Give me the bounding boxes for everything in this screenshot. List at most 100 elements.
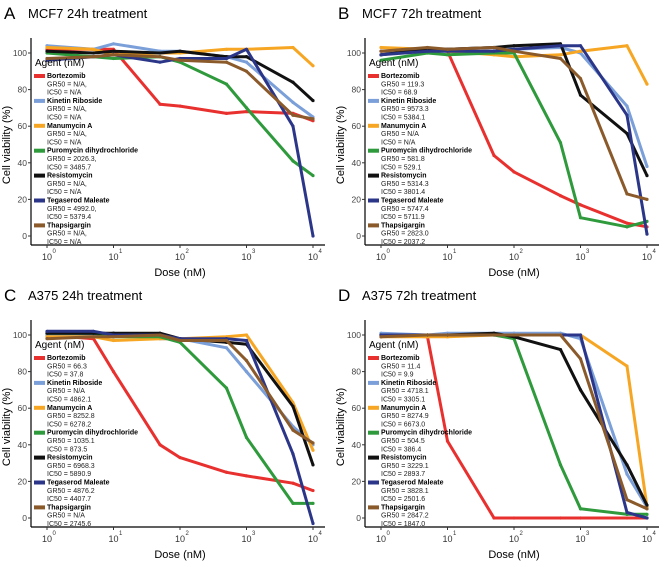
data-point-kinetin-riboside bbox=[625, 472, 629, 476]
x-tick-label: 10 bbox=[241, 534, 251, 544]
data-point-thapsigargin bbox=[291, 428, 295, 432]
legend-entry-gr50: GR50 = N/A bbox=[47, 388, 85, 395]
x-tick-label: 10 bbox=[642, 534, 652, 544]
legend-swatch bbox=[34, 405, 45, 410]
panel-c: C A375 24h treatment 0 20 40 60 80 100 10 0 10 1 10 2… bbox=[0, 282, 335, 562]
legend-swatch bbox=[368, 173, 379, 178]
x-tick-label: 10 bbox=[376, 252, 386, 262]
data-point-bortezomib bbox=[158, 443, 162, 447]
data-point-puromycin-dihydrochloride bbox=[111, 56, 116, 61]
x-tick-exponent: 1 bbox=[119, 249, 123, 255]
legend-swatch bbox=[368, 455, 379, 460]
data-point-bortezomib bbox=[512, 170, 516, 174]
data-point-resistomycin bbox=[578, 93, 583, 97]
data-point-thapsigargin bbox=[158, 55, 162, 59]
legend-entry-ic50: IC50 = 5890.9 bbox=[47, 471, 91, 478]
data-point-thapsigargin bbox=[291, 113, 295, 117]
data-point-resistomycin bbox=[291, 80, 295, 84]
legend-entry-name: Puromycin dihydrochloride bbox=[381, 148, 472, 155]
data-point-bortezomib bbox=[244, 474, 249, 478]
data-point-thapsigargin bbox=[558, 56, 563, 61]
legend-entry-name: Resistomycin bbox=[47, 173, 93, 180]
data-point-resistomycin bbox=[111, 49, 116, 53]
panel-label: A bbox=[4, 4, 16, 23]
x-tick-exponent: 3 bbox=[252, 531, 256, 537]
data-point-thapsigargin bbox=[625, 498, 629, 502]
y-axis-title: Cell viability (%) bbox=[335, 106, 347, 184]
legend-entry-gr50: GR50 = N/A, bbox=[47, 106, 87, 113]
legend-swatch bbox=[34, 173, 45, 178]
data-point-manumycin-a bbox=[91, 47, 96, 51]
y-tick-label: 80 bbox=[352, 367, 362, 377]
y-tick-label: 80 bbox=[352, 85, 362, 95]
data-point-puromycin-dihydrochloride bbox=[244, 106, 249, 110]
legend-entry-gr50: GR50 = 581.8 bbox=[381, 156, 425, 163]
data-point-thapsigargin bbox=[425, 45, 430, 50]
data-point-manumycin-a bbox=[625, 364, 629, 368]
data-point-tegaserod-maleate bbox=[492, 49, 496, 53]
legend-entry-name: Puromycin dihydrochloride bbox=[47, 430, 138, 437]
data-point-bortezomib bbox=[492, 153, 496, 158]
data-point-thapsigargin bbox=[492, 45, 496, 50]
y-tick-label: 80 bbox=[18, 367, 28, 377]
data-point-bortezomib bbox=[558, 194, 563, 198]
legend-entry-gr50: GR50 = 1035.1 bbox=[47, 438, 95, 445]
legend-entry-name: Kinetin Riboside bbox=[381, 380, 436, 387]
data-point-bortezomib bbox=[224, 470, 229, 474]
data-point-thapsigargin bbox=[379, 335, 383, 339]
legend-swatch bbox=[368, 148, 379, 153]
legend-entry-ic50: IC50 = 5384.1 bbox=[381, 115, 425, 122]
data-point-resistomycin bbox=[244, 55, 249, 59]
x-tick-exponent: 2 bbox=[186, 249, 190, 255]
y-tick-label: 100 bbox=[347, 330, 361, 340]
legend-entry-ic50: IC50 = 529.1 bbox=[381, 164, 421, 171]
data-point-tegaserod-maleate bbox=[291, 452, 295, 456]
data-point-resistomycin bbox=[311, 98, 315, 103]
data-point-thapsigargin bbox=[445, 333, 450, 337]
data-point-thapsigargin bbox=[492, 333, 496, 337]
data-point-thapsigargin bbox=[244, 69, 249, 73]
data-point-manumycin-a bbox=[645, 82, 649, 86]
data-point-tegaserod-maleate bbox=[45, 329, 49, 333]
x-tick-label: 10 bbox=[241, 252, 251, 262]
y-tick-label: 40 bbox=[18, 440, 28, 450]
y-axis-title: Cell viability (%) bbox=[1, 388, 13, 466]
data-point-puromycin-dihydrochloride bbox=[578, 216, 583, 220]
data-point-kinetin-riboside bbox=[244, 370, 249, 374]
data-point-bortezomib bbox=[178, 456, 182, 460]
panel-label: C bbox=[4, 286, 16, 305]
data-point-resistomycin bbox=[645, 503, 649, 507]
data-point-resistomycin bbox=[512, 44, 516, 48]
legend-swatch bbox=[368, 74, 379, 78]
x-axis-title: Dose (nM) bbox=[154, 549, 205, 561]
panel-a: A MCF7 24h treatment 0 20 40 60 80 100 10 0 10 1 10 2… bbox=[0, 0, 335, 280]
data-point-thapsigargin bbox=[512, 49, 516, 53]
y-tick-label: 20 bbox=[18, 194, 28, 204]
x-tick-label: 10 bbox=[575, 252, 585, 262]
data-point-thapsigargin bbox=[645, 507, 649, 511]
data-point-thapsigargin bbox=[311, 117, 315, 121]
data-point-thapsigargin bbox=[512, 333, 516, 337]
x-tick-label: 10 bbox=[308, 534, 318, 544]
x-tick-exponent: 0 bbox=[387, 249, 391, 255]
y-tick-label: 100 bbox=[13, 330, 27, 340]
panel-d: D A375 72h treatment 0 20 40 60 80 100 10 0 10 1 10 2… bbox=[334, 282, 669, 562]
legend-swatch bbox=[368, 198, 379, 203]
data-point-thapsigargin bbox=[45, 337, 49, 341]
y-tick-label: 20 bbox=[18, 476, 28, 486]
x-tick-exponent: 4 bbox=[319, 249, 323, 255]
data-point-puromycin-dihydrochloride bbox=[625, 225, 629, 229]
data-point-puromycin-dihydrochloride bbox=[578, 507, 583, 511]
x-tick-label: 10 bbox=[442, 252, 452, 262]
data-point-puromycin-dihydrochloride bbox=[291, 501, 295, 505]
legend-entry-name: Manumycin A bbox=[381, 123, 426, 130]
legend-entry-ic50: IC50 = 5379.4 bbox=[47, 214, 91, 221]
y-tick-label: 100 bbox=[347, 48, 361, 58]
legend-entry-ic50: IC50 = N/A bbox=[47, 90, 82, 97]
legend-entry-gr50: GR50 = N/A, bbox=[47, 181, 87, 188]
data-point-manumycin-a bbox=[224, 47, 229, 51]
data-point-thapsigargin bbox=[558, 333, 563, 337]
legend-entry-name: Resistomycin bbox=[47, 455, 93, 462]
